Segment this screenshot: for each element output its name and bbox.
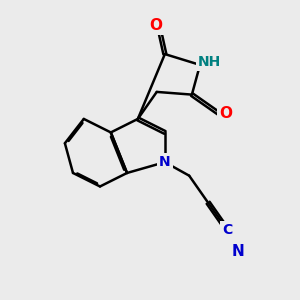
Text: O: O	[149, 18, 162, 33]
Text: C: C	[222, 223, 232, 237]
Text: N: N	[231, 244, 244, 259]
Text: NH: NH	[198, 55, 221, 69]
Text: N: N	[159, 155, 171, 169]
Text: O: O	[219, 106, 232, 121]
